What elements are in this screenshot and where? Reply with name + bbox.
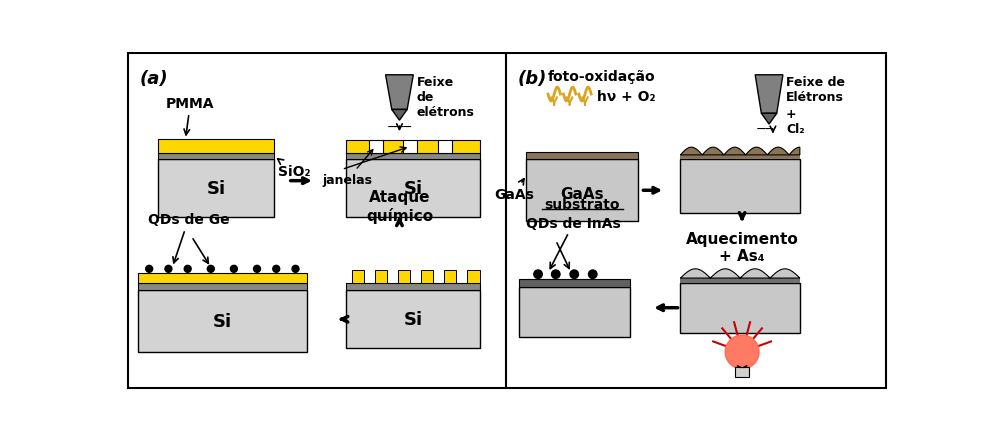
Text: −: − — [395, 120, 405, 134]
Bar — [404, 139, 417, 155]
Polygon shape — [386, 76, 413, 110]
Text: +
Cl₂: + Cl₂ — [786, 108, 805, 136]
Bar — [680, 160, 800, 214]
Bar — [158, 140, 274, 153]
Bar — [375, 270, 387, 284]
Bar — [158, 160, 274, 218]
Bar — [680, 283, 800, 333]
Text: GaAs: GaAs — [561, 187, 604, 201]
Bar — [519, 287, 630, 337]
Text: janelas: janelas — [322, 150, 373, 187]
Polygon shape — [680, 148, 800, 155]
Bar — [345, 141, 481, 153]
Bar — [735, 367, 749, 377]
Text: Aquecimento
+ As₄: Aquecimento + As₄ — [685, 232, 798, 264]
Bar — [526, 160, 638, 222]
Text: SiO₂: SiO₂ — [278, 159, 311, 179]
Text: foto-oxidação: foto-oxidação — [548, 70, 656, 83]
Text: Ataque
químico: Ataque químico — [366, 190, 433, 223]
Bar — [345, 160, 481, 218]
Circle shape — [534, 270, 542, 279]
Bar — [137, 273, 307, 284]
Circle shape — [570, 270, 579, 279]
Bar — [467, 270, 480, 284]
Bar — [345, 153, 481, 160]
Polygon shape — [680, 269, 800, 279]
Text: −: − — [764, 123, 774, 136]
Circle shape — [253, 266, 260, 273]
Text: Si: Si — [404, 311, 422, 328]
Text: Si: Si — [213, 312, 231, 330]
Text: (a): (a) — [140, 70, 168, 88]
Circle shape — [184, 266, 191, 273]
Bar — [137, 291, 307, 352]
Text: Feixe de
Elétrons: Feixe de Elétrons — [786, 76, 845, 103]
Text: QDs de Ge: QDs de Ge — [147, 213, 229, 263]
Bar — [345, 291, 481, 348]
Bar — [519, 279, 630, 287]
Bar — [345, 284, 481, 291]
Text: −: − — [757, 123, 766, 136]
Text: substrato: substrato — [545, 198, 620, 212]
Bar — [438, 139, 452, 155]
Bar — [345, 141, 481, 153]
Polygon shape — [756, 76, 783, 114]
Bar — [444, 270, 457, 284]
Text: QDs de InAs: QDs de InAs — [526, 216, 621, 269]
Circle shape — [230, 266, 237, 273]
Text: Si: Si — [207, 180, 225, 198]
Bar — [352, 270, 364, 284]
Circle shape — [165, 266, 172, 273]
Polygon shape — [762, 114, 776, 125]
Text: −: − — [387, 120, 397, 134]
Text: Feixe
de
elétrons: Feixe de elétrons — [416, 76, 475, 119]
Text: GaAs: GaAs — [494, 180, 534, 201]
Bar — [398, 270, 410, 284]
Bar — [137, 284, 307, 291]
Circle shape — [208, 266, 215, 273]
Circle shape — [145, 266, 152, 273]
Circle shape — [273, 266, 280, 273]
Text: hν + O₂: hν + O₂ — [597, 89, 656, 103]
Bar — [158, 153, 274, 160]
Circle shape — [552, 270, 560, 279]
Text: (b): (b) — [517, 70, 547, 88]
Polygon shape — [392, 110, 407, 121]
Circle shape — [292, 266, 299, 273]
Circle shape — [588, 270, 597, 279]
Bar — [369, 139, 383, 155]
Text: PMMA: PMMA — [166, 97, 215, 135]
Bar — [421, 270, 433, 284]
Bar — [680, 155, 800, 160]
Text: Si: Si — [404, 180, 422, 198]
Bar — [680, 279, 800, 283]
Circle shape — [725, 335, 759, 369]
Text: −: − — [402, 120, 412, 134]
Bar — [526, 152, 638, 160]
